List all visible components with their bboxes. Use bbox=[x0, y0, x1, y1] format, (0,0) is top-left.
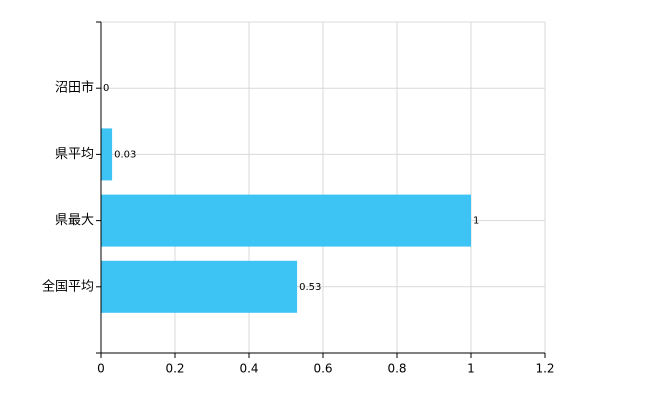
x-tick-label: 0.8 bbox=[387, 362, 406, 376]
bar bbox=[101, 128, 113, 181]
x-tick-label: 1 bbox=[467, 362, 475, 376]
x-tick-label: 0.4 bbox=[239, 362, 258, 376]
value-label: 1 bbox=[473, 216, 479, 227]
y-tick-label: 全国平均 bbox=[42, 278, 94, 294]
bar bbox=[101, 260, 298, 313]
value-label: 0.53 bbox=[299, 282, 321, 293]
bar bbox=[101, 194, 471, 247]
x-tick-label: 0.6 bbox=[313, 362, 332, 376]
y-tick-label: 県最大 bbox=[55, 213, 94, 228]
x-tick-label: 0.2 bbox=[165, 362, 184, 376]
x-tick-label: 0 bbox=[97, 362, 105, 376]
value-label: 0.03 bbox=[114, 149, 136, 160]
y-tick-label: 沼田市 bbox=[55, 80, 94, 96]
y-tick-label: 県平均 bbox=[55, 147, 94, 162]
x-tick-label: 1.2 bbox=[535, 362, 554, 376]
value-label: 0 bbox=[103, 83, 109, 94]
